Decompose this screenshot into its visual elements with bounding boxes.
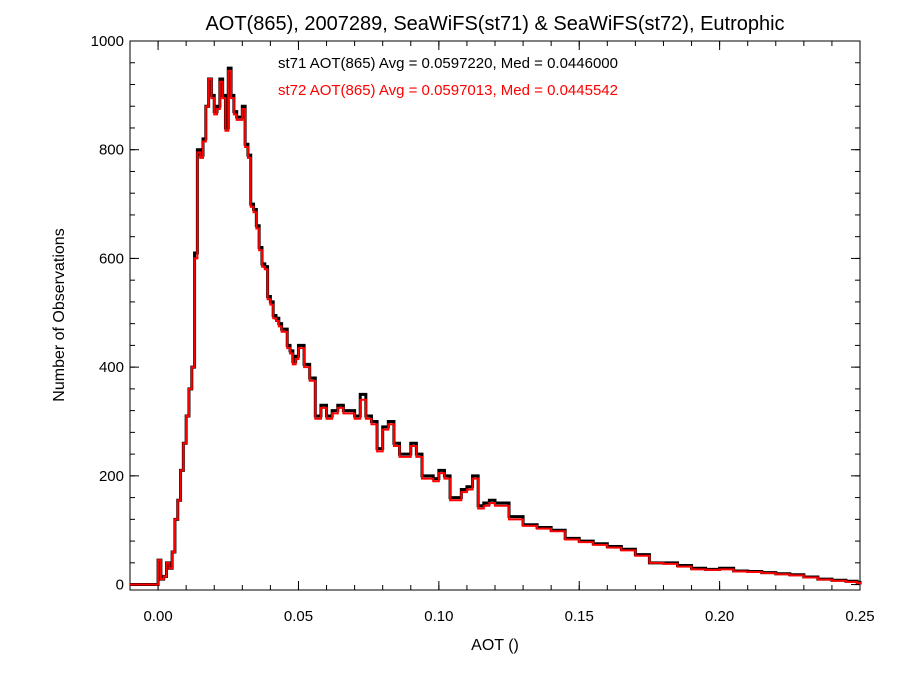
x-tick-label: 0.25 bbox=[845, 608, 874, 625]
x-axis-label: AOT () bbox=[471, 637, 519, 654]
plot-frame bbox=[129, 40, 861, 591]
series-st72-line bbox=[130, 69, 861, 586]
annotation-st72: st72 AOT(865) Avg = 0.0597013, Med = 0.0… bbox=[278, 82, 618, 99]
y-axis: 0 200 400 600 800 1000 bbox=[91, 33, 860, 594]
y-tick-label: 600 bbox=[99, 250, 124, 267]
x-tick-label: 0.10 bbox=[424, 608, 453, 625]
series-st71-line bbox=[130, 66, 862, 587]
y-tick-label: 400 bbox=[99, 359, 124, 376]
y-tick-label: 800 bbox=[99, 142, 124, 159]
chart-title: AOT(865), 2007289, SeaWiFS(st71) & SeaWi… bbox=[205, 13, 784, 35]
x-tick-label: 0.00 bbox=[143, 608, 172, 625]
x-axis: 0.00 0.05 0.10 0.15 0.20 0.25 bbox=[143, 41, 875, 625]
y-tick-label: 0 bbox=[116, 577, 124, 594]
series-layer bbox=[130, 66, 862, 587]
x-tick-label: 0.15 bbox=[565, 608, 594, 625]
annotation-st71: st71 AOT(865) Avg = 0.0597220, Med = 0.0… bbox=[278, 55, 618, 72]
x-tick-label: 0.20 bbox=[705, 608, 734, 625]
y-tick-label: 1000 bbox=[91, 33, 124, 50]
y-axis-label: Number of Observations bbox=[51, 228, 68, 401]
y-tick-label: 200 bbox=[99, 468, 124, 485]
x-tick-label: 0.05 bbox=[284, 608, 313, 625]
